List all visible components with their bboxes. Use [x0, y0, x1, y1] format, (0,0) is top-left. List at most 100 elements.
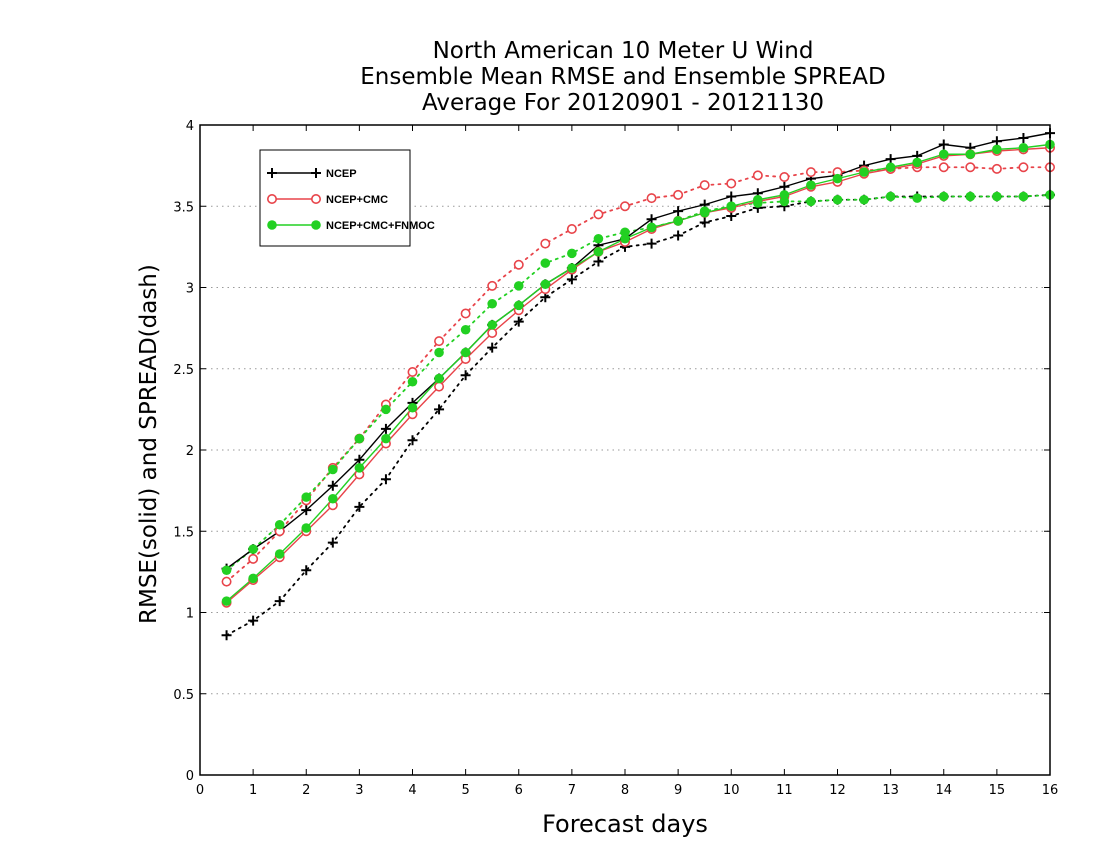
spread-point-ncep-cmc	[779, 172, 790, 183]
spread-point-ncep-cmc-fnmoc	[1018, 191, 1029, 202]
rmse-point-ncep-cmc	[434, 381, 445, 392]
spread-point-ncep-cmc	[805, 167, 816, 178]
x-tick-label: 4	[408, 783, 416, 798]
x-tick-label: 5	[461, 783, 469, 798]
rmse-point-ncep-cmc-fnmoc	[859, 167, 869, 177]
legend-marker	[267, 168, 277, 178]
rmse-point-ncep-cmc-fnmoc	[912, 157, 922, 168]
y-tick-label: 2.5	[173, 363, 194, 378]
spread-point-ncep-cmc	[407, 366, 418, 377]
rmse-point-ncep-cmc-fnmoc	[460, 347, 471, 358]
spread-point-ncep-cmc-fnmoc	[487, 298, 497, 309]
rmse-point-ncep-cmc-fnmoc	[354, 463, 365, 473]
spread-point-ncep	[301, 565, 312, 576]
x-tick-label: 6	[515, 783, 523, 798]
spread-point-ncep-cmc-fnmoc	[354, 433, 365, 444]
spread-point-ncep-cmc-fnmoc	[460, 324, 471, 335]
chart-title-line-1: North American 10 Meter U Wind	[432, 38, 814, 64]
spread-point-ncep-cmc	[752, 170, 763, 181]
spread-point-ncep	[646, 238, 657, 249]
x-tick-label: 14	[935, 783, 952, 798]
spread-point-ncep-cmc	[699, 180, 710, 191]
spread-point-ncep	[513, 316, 524, 327]
y-tick-label: 3	[186, 282, 194, 297]
spread-point-ncep-cmc-fnmoc	[381, 404, 391, 415]
x-tick-label: 2	[302, 783, 310, 798]
rmse-point-ncep	[673, 206, 684, 217]
rmse-point-ncep	[380, 423, 391, 434]
spread-line-ncep-cmc-fnmoc	[225, 193, 1051, 572]
rmse-point-ncep	[938, 139, 949, 150]
spread-point-ncep-cmc-fnmoc	[328, 464, 338, 475]
spread-point-ncep-cmc-fnmoc	[832, 194, 843, 205]
rmse-point-ncep-cmc-fnmoc	[726, 201, 737, 212]
rmse-point-ncep-cmc-fnmoc	[434, 373, 444, 384]
rmse-point-ncep-cmc-fnmoc	[699, 207, 710, 218]
spread-point-ncep-cmc-fnmoc	[806, 196, 816, 207]
legend: NCEP NCEP+CMC NCEP+CMC+FNMOC	[259, 149, 435, 247]
spread-point-ncep	[248, 615, 259, 626]
spread-point-ncep	[566, 274, 577, 285]
spread-point-ncep	[673, 230, 684, 241]
spread-point-ncep-cmc-fnmoc	[434, 347, 444, 358]
spread-point-ncep-cmc-fnmoc	[859, 194, 869, 205]
spread-point-ncep	[380, 474, 391, 485]
rmse-point-ncep	[726, 191, 737, 202]
x-tick-label: 13	[882, 783, 899, 798]
rmse-point-ncep-cmc-fnmoc	[965, 149, 976, 160]
spread-point-ncep-cmc-fnmoc	[248, 544, 258, 554]
spread-point-ncep-cmc-fnmoc	[407, 376, 418, 387]
y-tick-label: 3.5	[173, 200, 194, 215]
x-axis-label: Forecast days	[542, 810, 708, 838]
rmse-point-ncep-cmc-fnmoc	[753, 194, 763, 205]
rmse-point-ncep-cmc-fnmoc	[620, 233, 630, 244]
spread-point-ncep-cmc	[1018, 162, 1029, 173]
x-tick-label: 7	[568, 783, 576, 798]
rmse-point-ncep-cmc-fnmoc	[1018, 142, 1029, 153]
rmse-point-ncep-cmc-fnmoc	[806, 180, 816, 190]
rmse-point-ncep-cmc-fnmoc	[301, 523, 312, 533]
spread-point-ncep-cmc-fnmoc	[274, 519, 285, 530]
y-tick-label: 0	[186, 769, 194, 784]
spread-point-ncep	[593, 256, 604, 267]
spread-point-ncep-cmc	[487, 280, 498, 291]
spread-point-ncep-cmc-fnmoc	[301, 492, 312, 502]
spread-point-ncep	[699, 217, 710, 228]
grid-lines	[200, 205, 1050, 695]
x-tick-label: 15	[989, 783, 1006, 798]
y-tick-label: 1	[186, 607, 194, 622]
spread-point-ncep-cmc-fnmoc	[540, 258, 551, 268]
spread-point-ncep-cmc	[938, 162, 949, 173]
chart-title-line-3: Average For 20120901 - 20121130	[421, 90, 825, 116]
x-tick-label: 12	[829, 783, 846, 798]
spread-point-ncep-cmc	[434, 336, 445, 347]
axis-ticks: 00.511.522.533.540 1 2 3 4 5 6 7 8 9 10 11 12 13 14 15 1…	[173, 119, 1058, 798]
spread-point-ncep	[327, 537, 338, 548]
spread-point-ncep-cmc	[566, 224, 577, 235]
x-tick-label: 9	[674, 783, 682, 798]
rmse-point-ncep-cmc-fnmoc	[832, 173, 843, 184]
rmse-point-ncep-cmc-fnmoc	[487, 320, 497, 330]
rmse-point-ncep-cmc-fnmoc	[513, 300, 524, 311]
rmse-point-ncep-cmc-fnmoc	[673, 216, 683, 226]
legend-label: NCEP	[326, 168, 357, 180]
spread-point-ncep	[487, 342, 498, 353]
chart-title-line-2: Ensemble Mean RMSE and Ensemble SPREAD	[360, 64, 886, 90]
x-tick-label: 3	[355, 783, 363, 798]
rmse-point-ncep	[1018, 133, 1029, 143]
spread-point-ncep-cmc	[726, 178, 737, 189]
spread-point-ncep-cmc-fnmoc	[513, 281, 524, 291]
rmse-point-ncep-cmc-fnmoc	[938, 149, 949, 160]
spread-point-ncep-cmc	[673, 189, 684, 200]
spread-point-ncep-cmc-fnmoc	[992, 191, 1002, 202]
spread-point-ncep	[274, 596, 285, 607]
legend-label: NCEP+CMC	[326, 194, 388, 206]
x-tick-label: 16	[1042, 783, 1059, 798]
legend-marker	[267, 220, 277, 230]
legend-marker	[310, 194, 321, 205]
rmse-point-ncep-cmc-fnmoc	[567, 263, 577, 273]
spread-point-ncep-cmc	[646, 193, 657, 204]
spread-point-ncep-cmc	[248, 553, 259, 564]
spread-point-ncep	[221, 630, 232, 641]
